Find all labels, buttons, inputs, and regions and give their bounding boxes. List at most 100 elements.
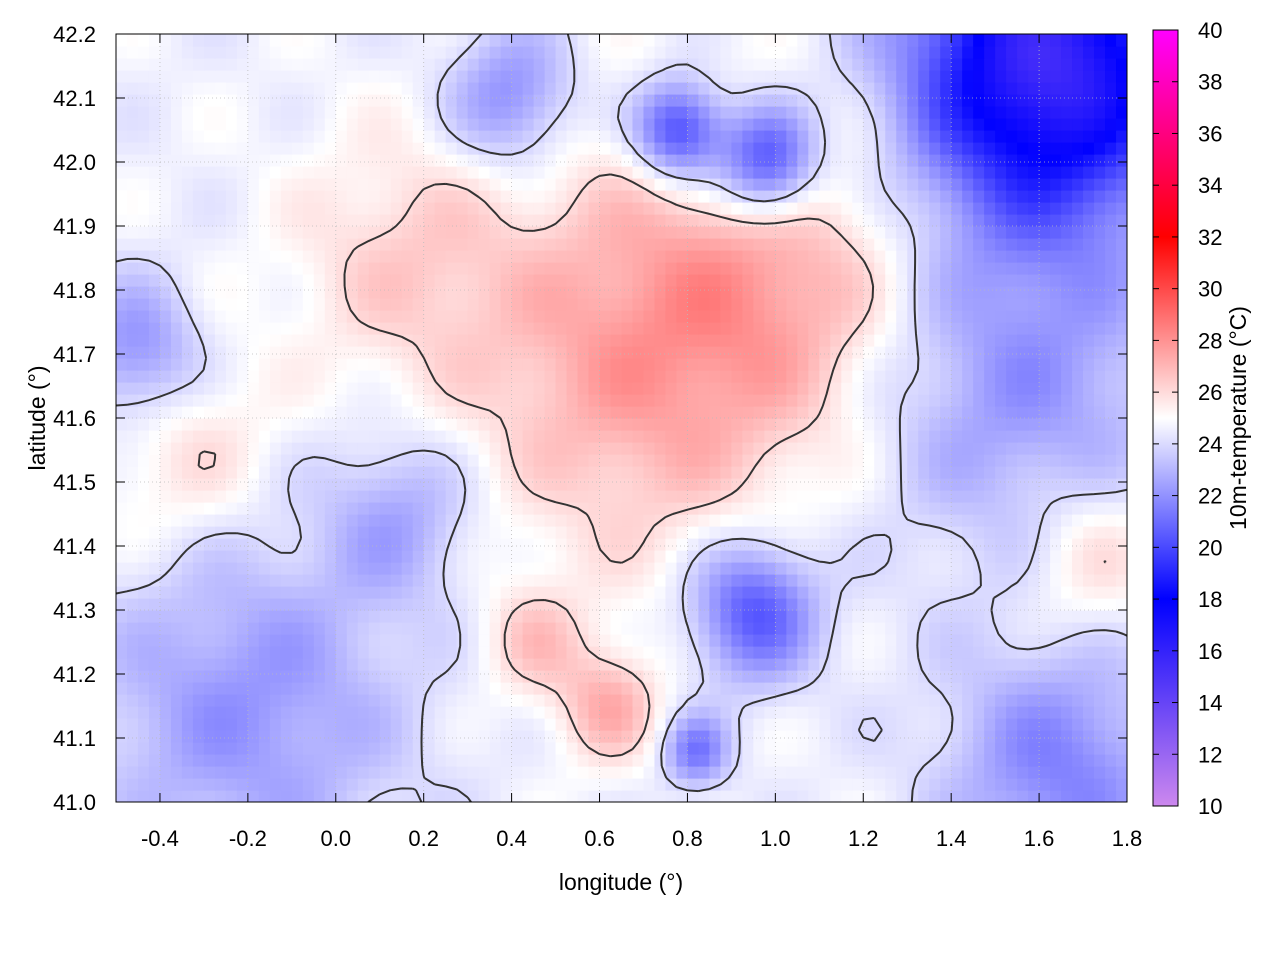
heatmap-cell [1072, 502, 1084, 515]
heatmap-cell [192, 178, 205, 191]
heatmap-cell [687, 298, 700, 311]
heatmap-cell [819, 214, 831, 227]
heatmap-cell [445, 382, 458, 395]
heatmap-cell [918, 178, 930, 191]
heatmap-cell [225, 262, 238, 275]
heatmap-cell [170, 706, 183, 719]
heatmap-cell [1061, 538, 1073, 551]
heatmap-cell [819, 274, 831, 287]
heatmap-cell [522, 226, 535, 239]
heatmap-cell [588, 358, 601, 371]
heatmap-cell [874, 658, 886, 671]
heatmap-cell [621, 442, 634, 455]
heatmap-cell [467, 274, 480, 287]
heatmap-cell [874, 322, 886, 335]
heatmap-cell [291, 178, 304, 191]
heatmap-cell [170, 586, 183, 599]
heatmap-cell [357, 790, 370, 802]
heatmap-cell [214, 634, 227, 647]
heatmap-cell [500, 346, 513, 359]
heatmap-cell [1116, 646, 1127, 659]
heatmap-cell [1116, 562, 1127, 575]
heatmap-cell [258, 286, 271, 299]
heatmap-cell [434, 334, 447, 347]
heatmap-cell [610, 202, 623, 215]
heatmap-cell [665, 418, 678, 431]
heatmap-cell [775, 718, 787, 731]
heatmap-cell [1116, 502, 1127, 515]
heatmap-cell [357, 514, 370, 527]
heatmap-cell [852, 598, 864, 611]
heatmap-cell [423, 646, 436, 659]
heatmap-cell [324, 562, 337, 575]
heatmap-cell [214, 766, 227, 779]
heatmap-cell [951, 298, 963, 311]
heatmap-cell [1039, 178, 1051, 191]
heatmap-cell [797, 298, 809, 311]
heatmap-cell [225, 766, 238, 779]
heatmap-cell [544, 490, 557, 503]
heatmap-cell [1105, 478, 1117, 491]
heatmap-cell [654, 310, 667, 323]
heatmap-cell [1050, 202, 1062, 215]
heatmap-cell [258, 214, 271, 227]
heatmap-cell [940, 382, 952, 395]
heatmap-cell [1006, 778, 1018, 791]
heatmap-cell [874, 382, 886, 395]
heatmap-cell [753, 598, 765, 611]
heatmap-cell [214, 322, 227, 335]
heatmap-cell [423, 274, 436, 287]
heatmap-cell [456, 418, 469, 431]
heatmap-cell [885, 610, 897, 623]
heatmap-cell [170, 238, 183, 251]
heatmap-cell [368, 382, 381, 395]
heatmap-cell [258, 574, 271, 587]
heatmap-cell [599, 478, 612, 491]
heatmap-cell [676, 310, 689, 323]
heatmap-cell [434, 574, 447, 587]
heatmap-cell [874, 154, 886, 167]
heatmap-cell [203, 598, 216, 611]
heatmap-cell [533, 718, 546, 731]
heatmap-cell [632, 742, 645, 755]
heatmap-cell [874, 358, 886, 371]
heatmap-cell [379, 466, 392, 479]
heatmap-cell [577, 322, 590, 335]
heatmap-cell [555, 262, 568, 275]
heatmap-cell [687, 202, 700, 215]
heatmap-cell [302, 610, 315, 623]
heatmap-cell [434, 298, 447, 311]
heatmap-cell [379, 430, 392, 443]
heatmap-cell [159, 250, 172, 263]
heatmap-cell [126, 502, 139, 515]
heatmap-cell [907, 250, 919, 263]
heatmap-cell [1050, 274, 1062, 287]
heatmap-cell [291, 310, 304, 323]
heatmap-cell [445, 154, 458, 167]
heatmap-cell [335, 694, 348, 707]
heatmap-cell [148, 718, 161, 731]
heatmap-cell [478, 166, 491, 179]
heatmap-cell [929, 334, 941, 347]
heatmap-cell [1083, 466, 1095, 479]
heatmap-cell [489, 310, 502, 323]
heatmap-cell [555, 718, 568, 731]
heatmap-cell [797, 262, 809, 275]
heatmap-cell [236, 790, 249, 802]
heatmap-cell [555, 550, 568, 563]
heatmap-cell [434, 418, 447, 431]
heatmap-cell [181, 670, 194, 683]
heatmap-cell [522, 514, 535, 527]
heatmap-cell [1061, 586, 1073, 599]
heatmap-cell [291, 586, 304, 599]
heatmap-cell [863, 562, 875, 575]
heatmap-cell [192, 586, 205, 599]
heatmap-cell [995, 550, 1007, 563]
heatmap-cell [808, 454, 820, 467]
heatmap-cell [203, 538, 216, 551]
heatmap-cell [181, 214, 194, 227]
heatmap-cell [753, 226, 765, 239]
heatmap-cell [203, 418, 216, 431]
heatmap-cell [643, 622, 656, 635]
heatmap-cell [775, 706, 787, 719]
